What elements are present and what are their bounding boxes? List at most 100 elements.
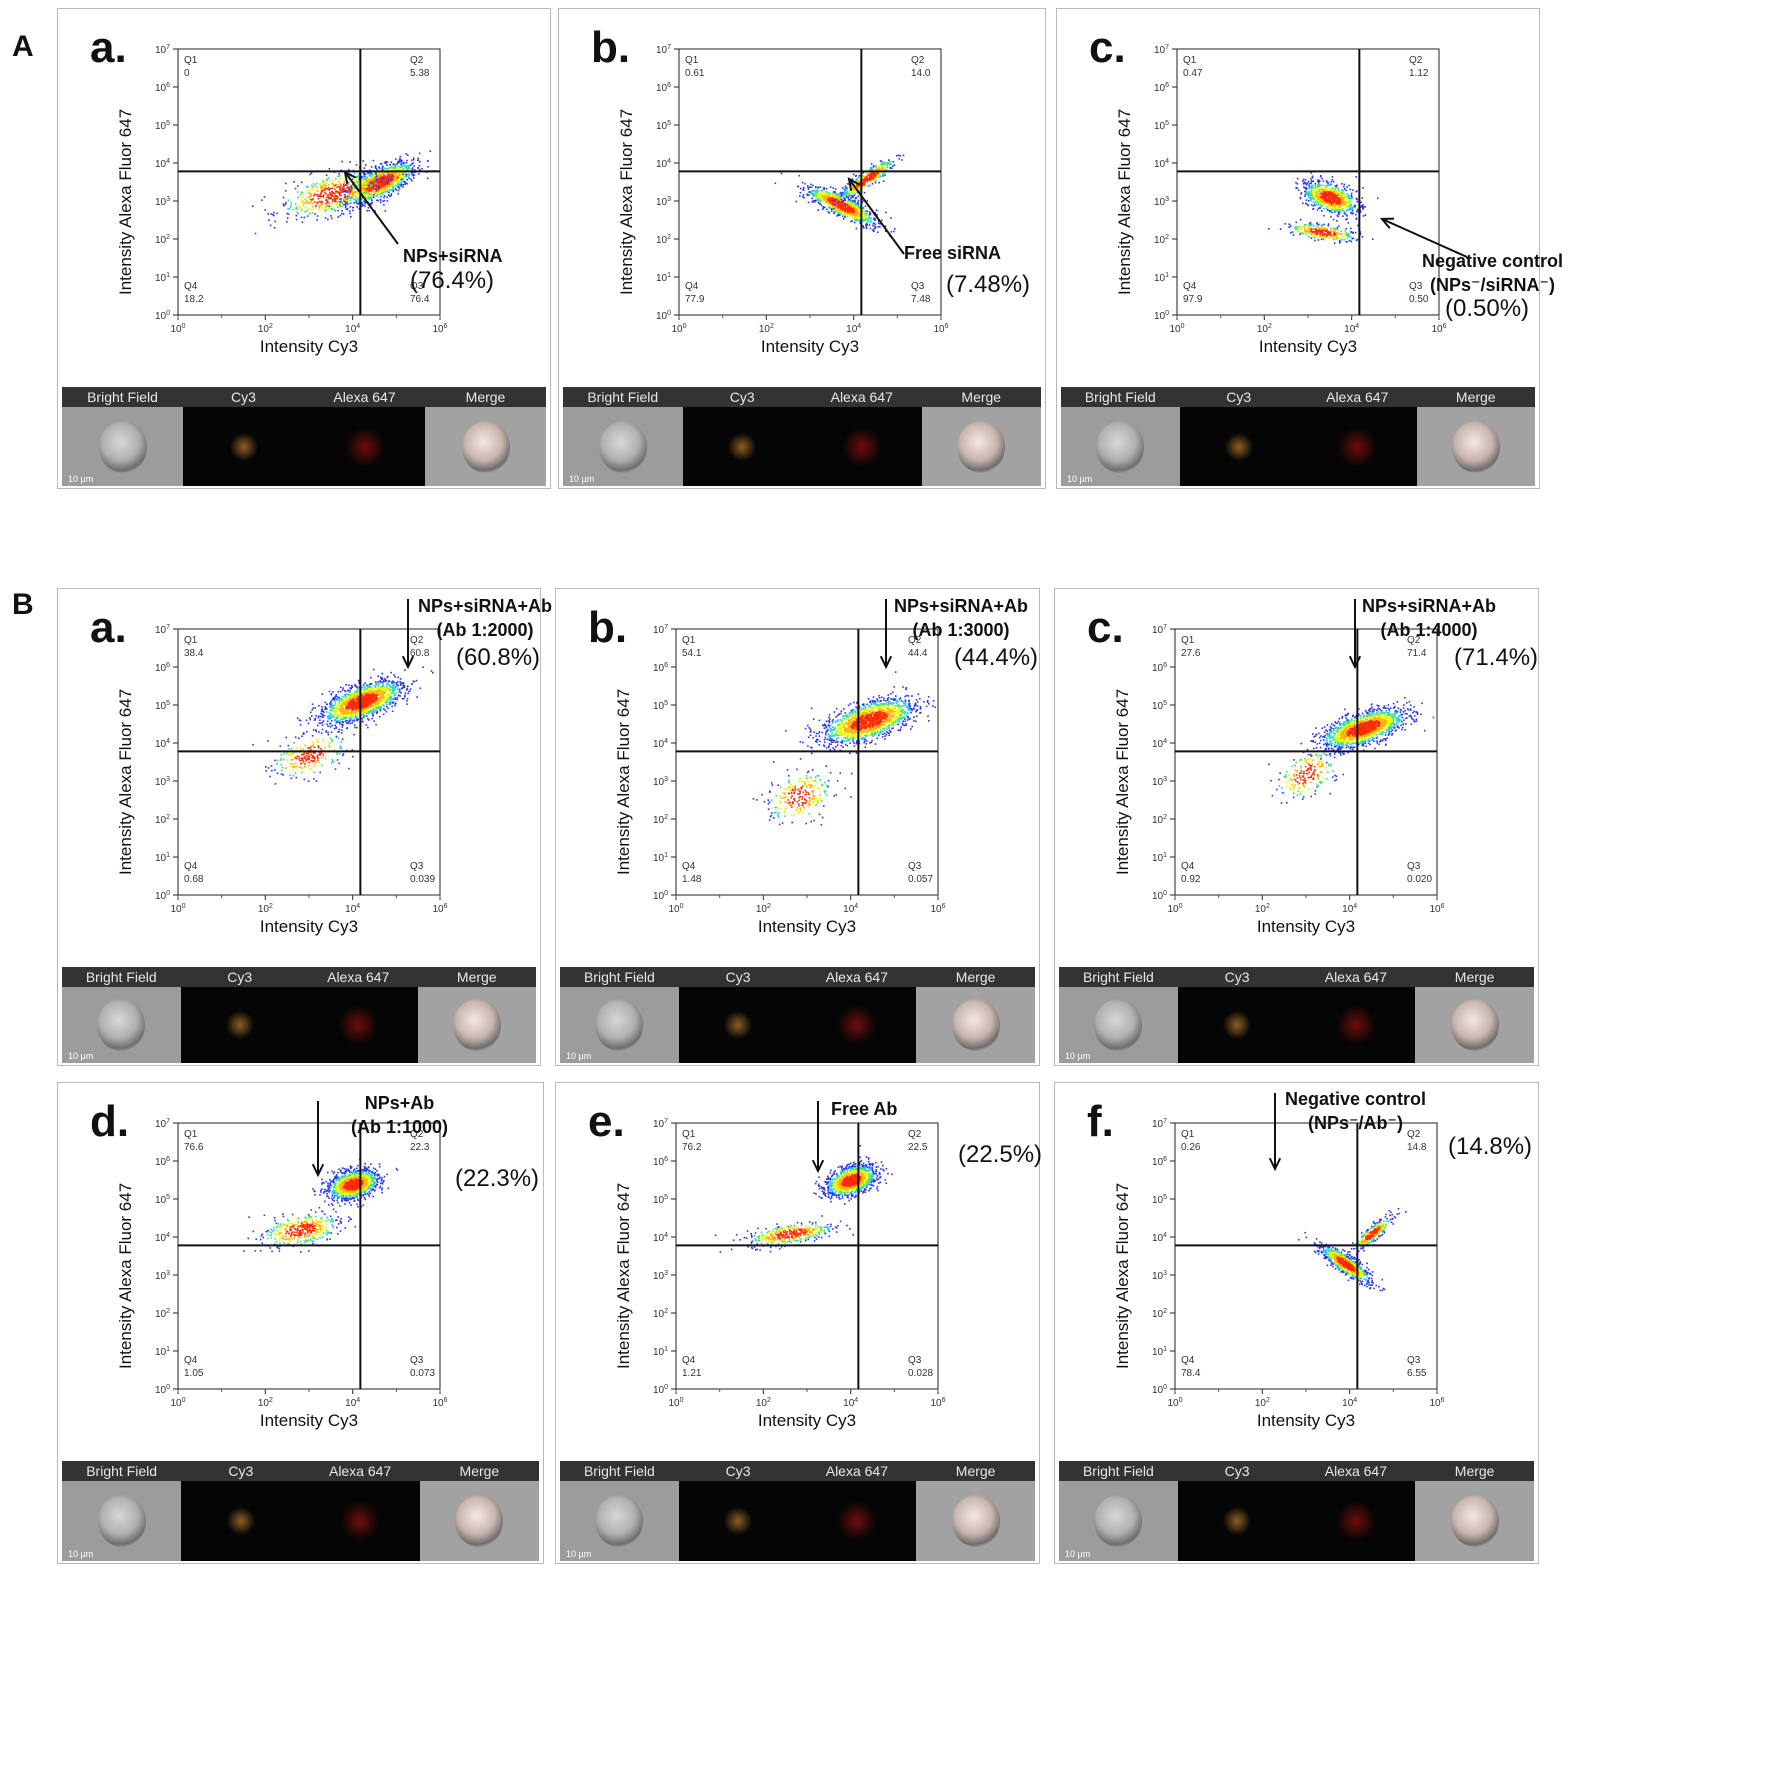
scatter-point bbox=[1333, 242, 1336, 244]
scatter-point bbox=[395, 177, 397, 179]
scatter-point bbox=[333, 183, 335, 186]
scatter-point bbox=[346, 722, 348, 724]
scatter-point bbox=[323, 711, 325, 713]
section-label-b: B bbox=[12, 588, 34, 621]
scatter-point bbox=[364, 682, 366, 684]
scatter-point bbox=[385, 187, 387, 189]
scatter-point bbox=[336, 183, 339, 186]
scatter-point bbox=[410, 164, 412, 166]
scatter-point bbox=[390, 686, 392, 689]
scatter-point bbox=[873, 174, 875, 176]
scatter-point bbox=[825, 190, 828, 193]
scatter-point bbox=[837, 206, 840, 209]
scatter-point bbox=[364, 187, 367, 190]
scatter-point bbox=[335, 178, 337, 180]
scatter-point bbox=[342, 724, 344, 727]
scatter-point bbox=[329, 193, 331, 195]
scatter-point bbox=[394, 694, 397, 696]
scatter-point bbox=[344, 203, 347, 206]
scatter-point bbox=[1347, 209, 1349, 211]
scatter-point bbox=[870, 181, 873, 183]
scatter-point bbox=[345, 208, 348, 211]
scatter-point bbox=[327, 187, 330, 189]
scatter-point bbox=[832, 202, 835, 204]
scatter-point bbox=[339, 711, 342, 713]
scatter-point bbox=[372, 687, 374, 689]
scatter-point bbox=[1338, 237, 1341, 239]
scatter-point bbox=[847, 205, 850, 208]
scatter-point bbox=[415, 679, 418, 682]
scatter-point bbox=[376, 178, 378, 181]
scatter-point bbox=[363, 167, 365, 169]
scatter-point bbox=[354, 182, 357, 185]
scatter-point bbox=[1309, 221, 1312, 224]
scatter-point bbox=[874, 226, 877, 228]
scatter-point bbox=[823, 194, 826, 197]
scatter-point bbox=[394, 692, 396, 695]
scatter-point bbox=[873, 178, 875, 181]
scatter-point bbox=[319, 193, 322, 195]
scatter-point bbox=[302, 192, 305, 194]
scatter-point bbox=[360, 203, 363, 205]
scatter-point bbox=[331, 202, 333, 205]
scatter-point bbox=[384, 182, 387, 185]
scatter-point bbox=[1314, 204, 1316, 206]
scatter-point bbox=[1324, 197, 1326, 200]
scatter-point bbox=[384, 210, 387, 212]
scatter-point bbox=[363, 200, 366, 203]
scatter-point bbox=[390, 167, 393, 170]
scatter-point bbox=[1338, 199, 1340, 202]
scatter-point bbox=[858, 176, 860, 179]
scatter-point bbox=[1320, 224, 1323, 226]
scatter-point bbox=[387, 696, 390, 698]
scatter-point bbox=[338, 198, 341, 200]
scatter-point bbox=[1330, 201, 1332, 203]
scatter-point bbox=[1324, 196, 1327, 199]
scatter-point bbox=[888, 160, 890, 162]
scatter-point bbox=[382, 187, 384, 190]
scatter-point bbox=[882, 175, 884, 177]
scatter-point bbox=[412, 162, 414, 164]
scatter-point bbox=[351, 191, 354, 194]
scatter-point bbox=[858, 188, 861, 190]
scatter-point bbox=[411, 159, 413, 161]
scatter-point bbox=[331, 714, 334, 717]
scatter-point bbox=[388, 191, 390, 194]
scatter-point bbox=[386, 196, 388, 199]
scatter-point bbox=[403, 180, 406, 183]
scatter-point bbox=[321, 190, 323, 193]
scatter-point bbox=[366, 185, 368, 188]
scatter-point bbox=[1330, 203, 1333, 205]
scatter-point bbox=[853, 204, 856, 206]
scatter-point bbox=[1313, 233, 1316, 236]
scatter-point bbox=[829, 202, 831, 204]
scatter-point bbox=[376, 184, 379, 186]
scatter-point bbox=[315, 714, 317, 717]
scatter-point bbox=[1302, 178, 1305, 181]
scatter-point bbox=[349, 212, 351, 215]
scatter-point bbox=[392, 168, 394, 171]
scatter-point bbox=[853, 213, 855, 216]
scatter-point bbox=[355, 197, 357, 199]
scatter-point bbox=[371, 194, 374, 197]
scatter-point bbox=[825, 195, 828, 198]
scatter-point bbox=[1291, 231, 1294, 233]
scatter-point bbox=[364, 192, 367, 195]
scatter-point bbox=[848, 194, 850, 196]
scatter-point bbox=[342, 183, 345, 186]
scatter-point bbox=[322, 180, 324, 182]
scatter-point bbox=[325, 202, 327, 205]
scatter-point bbox=[1360, 201, 1362, 204]
scatter-point bbox=[858, 219, 860, 221]
scatter-point bbox=[307, 722, 310, 725]
scatter-point bbox=[350, 189, 352, 191]
scatter-point bbox=[341, 205, 344, 208]
scatter-point bbox=[358, 181, 360, 183]
scatter-point bbox=[364, 201, 367, 204]
scatter-point bbox=[842, 218, 845, 220]
scatter-point bbox=[832, 191, 835, 193]
scatter-point bbox=[329, 715, 331, 717]
scatter-point bbox=[798, 174, 801, 177]
scatter-point bbox=[378, 167, 381, 169]
scatter-point bbox=[853, 194, 856, 197]
